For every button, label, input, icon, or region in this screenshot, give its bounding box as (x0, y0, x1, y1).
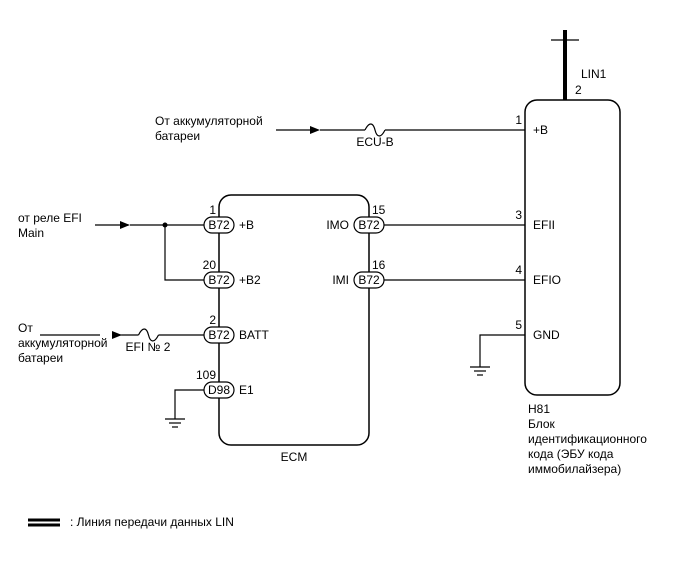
arrow-icon (120, 221, 130, 229)
wire (480, 335, 525, 353)
pin-name: BATT (239, 328, 269, 342)
pin-num: 16 (372, 258, 386, 272)
h81-caption: кода (ЭБУ кода (528, 447, 614, 461)
pin-name: EFII (533, 218, 555, 232)
ecm-block (219, 195, 369, 445)
pin-num: 109 (196, 368, 216, 382)
pin-pill-+b-label: B72 (208, 218, 230, 232)
pin-num: 20 (203, 258, 217, 272)
pin-pill-e1-label: D98 (208, 383, 230, 397)
label-from-battery-bot: батареи (18, 351, 63, 365)
label-from-battery-top: От аккумуляторной (155, 114, 263, 128)
pin-pill-+b2-label: B72 (208, 273, 230, 287)
h81-caption: идентификационного (528, 432, 647, 446)
pin-num: 1 (209, 203, 216, 217)
pin-num: 1 (515, 113, 522, 127)
wire (165, 225, 204, 280)
label-efi-no2: EFI № 2 (126, 340, 171, 354)
label-ecu-b: ECU-B (356, 135, 393, 149)
h81-caption: иммобилайзера) (528, 462, 621, 476)
wire (175, 390, 204, 405)
pin-name: LIN1 (581, 67, 607, 81)
pin-num: 3 (515, 208, 522, 222)
label-from-battery-bot: От (18, 321, 33, 335)
pin-name: GND (533, 328, 560, 342)
pin-num: 2 (575, 83, 582, 97)
pin-num: 15 (372, 203, 386, 217)
pin-name: E1 (239, 383, 254, 397)
pin-name: EFIO (533, 273, 561, 287)
pin-pill-imo-label: B72 (358, 218, 380, 232)
h81-block (525, 100, 620, 395)
pin-num: 4 (515, 263, 522, 277)
h81-caption: Блок (528, 417, 556, 431)
legend-label: : Линия передачи данных LIN (70, 515, 234, 529)
pin-name: IMI (332, 273, 349, 287)
pin-name: IMO (326, 218, 349, 232)
pin-pill-imi-label: B72 (358, 273, 380, 287)
pin-name: +B2 (239, 273, 261, 287)
h81-caption: H81 (528, 402, 550, 416)
label-from-battery-top: батареи (155, 129, 200, 143)
label-efi-relay: Main (18, 226, 44, 240)
pin-name: +B (533, 123, 548, 137)
pin-name: +B (239, 218, 254, 232)
ecm-label: ECM (281, 450, 308, 464)
pin-num: 5 (515, 318, 522, 332)
arrow-icon (310, 126, 320, 134)
pin-pill-batt-label: B72 (208, 328, 230, 342)
label-efi-relay: от реле EFI (18, 211, 82, 225)
arrow-icon (112, 331, 122, 339)
pin-num: 2 (209, 313, 216, 327)
label-from-battery-bot: аккумуляторной (18, 336, 108, 350)
